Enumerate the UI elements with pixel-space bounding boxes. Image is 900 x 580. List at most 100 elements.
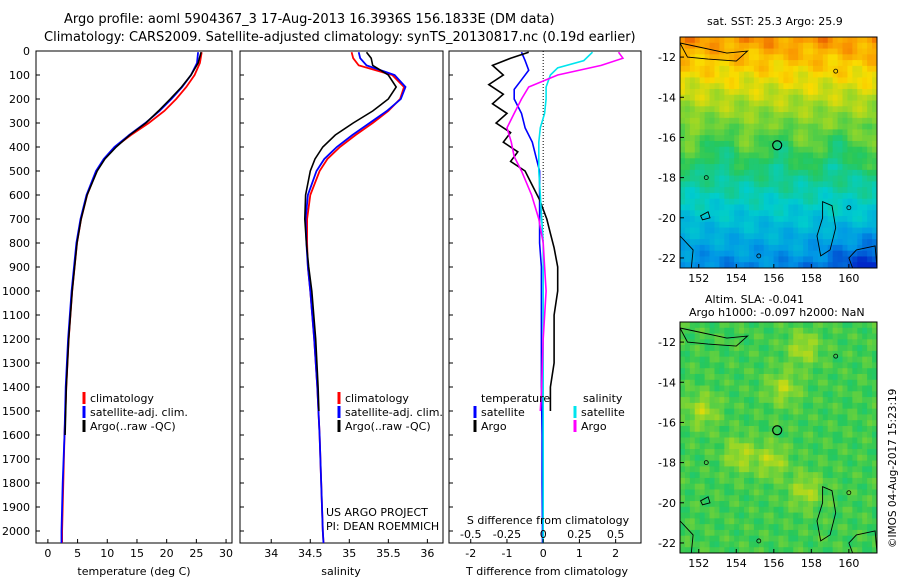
map-cell [872,477,877,485]
map-cell [812,244,819,252]
map-cell [704,489,711,496]
map-cell [714,449,720,456]
map-cell [714,37,720,44]
map-cell [812,216,819,223]
map-cell [872,106,877,113]
map-cell [827,106,834,113]
map-cell [817,437,824,444]
map-cell [842,501,849,508]
map-cell [822,135,829,142]
map-cell [788,373,794,381]
map-cell [803,210,809,217]
map-cell [862,262,868,268]
map-cell [758,397,765,404]
map-cell [739,414,745,421]
map-cell [734,379,740,387]
map-cell [714,175,720,182]
map-cell [684,535,691,543]
map-cell [817,227,824,234]
map-cell [758,362,765,369]
map-cell [817,362,824,369]
map-cell [837,83,844,90]
map-cell [680,100,686,107]
map-cell [704,512,711,519]
map-cell [793,158,799,165]
map-cell [793,356,799,364]
map-cell [714,262,720,268]
series-line-argo-raw-qc- [64,51,202,436]
map-cell [724,322,730,329]
map-cell [842,77,849,84]
map-cell [842,135,849,142]
map-cell [847,373,853,381]
map-cell [734,368,740,375]
map-cell [689,216,696,223]
map-cell [704,210,711,217]
map-cell [773,54,780,61]
y-tick-label: 200 [9,93,30,106]
map-cell [724,529,730,537]
map-cell [680,112,686,119]
map-cell [857,181,863,188]
map-cell [748,204,755,211]
map-cell [768,460,775,467]
y-tick-label: 1100 [2,309,30,322]
map-cell [734,158,740,165]
map-cell [867,192,873,200]
y-tick-label: 1600 [2,429,30,442]
map-cell [753,322,760,329]
map-cell [822,48,829,55]
map-cell [808,94,814,102]
map-cell [832,169,839,177]
map-cell [724,449,730,456]
map-cell [724,256,730,263]
map-cell [758,477,765,485]
map-cell [704,256,711,263]
map-cell [699,135,706,142]
map-cell [724,65,730,73]
map-cell [729,535,735,543]
map-cell [709,397,716,404]
map-cell [778,356,785,364]
map-cell [734,256,740,263]
map-cell [872,146,877,154]
map-cell [699,460,706,467]
map-cell [822,339,829,346]
map-cell [739,250,745,258]
map-cell [827,327,834,335]
map-cell [852,210,858,217]
map-cell [788,443,794,450]
map-cell [822,529,829,537]
map-cell [684,379,691,387]
map-cell [689,518,696,525]
map-cell [748,48,755,55]
map-cell [689,408,696,416]
map-cell [812,501,819,508]
map-cell [872,339,877,346]
map-cell [714,117,720,125]
map-cell [758,175,765,182]
map-cell [812,146,819,154]
map-cell [788,414,794,421]
map-cell [783,449,789,456]
map-cell [709,547,716,553]
map-cell [753,100,760,107]
map-cell [763,158,770,165]
map-cell [822,117,829,125]
map-cell [798,397,804,404]
coastline [848,245,877,268]
map-cell [857,512,863,519]
map-cell [709,250,716,258]
map-cell [872,158,877,165]
map-cell [803,368,809,375]
legend-label-argo: Argo(..raw -QC) [345,420,431,433]
map-cell [719,158,725,165]
map-cell [763,164,770,171]
map-cell [847,425,853,433]
map-cell [812,437,819,444]
map-cell [793,146,799,154]
map-cell [872,402,877,410]
map-cell [704,60,711,67]
map-cell [699,449,706,456]
map-cell [709,210,716,217]
